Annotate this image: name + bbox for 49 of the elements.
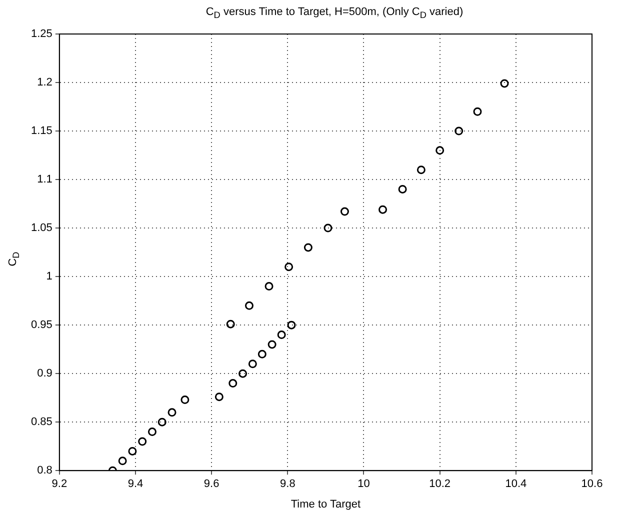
- point: [128, 446, 137, 456]
- x-tick-label: 10: [358, 478, 370, 490]
- point: [500, 79, 509, 88]
- x-tick-label: 9.8: [280, 478, 296, 490]
- point: [228, 379, 238, 388]
- y-tick-label: 0.95: [30, 319, 52, 332]
- y-tick-label: 1: [46, 270, 52, 283]
- y-tick-label: 1.15: [30, 125, 52, 138]
- point: [258, 350, 266, 358]
- y-tick-label: 1.25: [30, 28, 52, 40]
- x-tick-label: 10.2: [429, 478, 451, 490]
- point: [214, 392, 224, 402]
- x-tick-label: 9.4: [128, 478, 144, 490]
- point: [398, 184, 407, 194]
- x-tick-label: 9.6: [204, 478, 220, 490]
- point: [287, 320, 296, 330]
- point: [340, 207, 349, 216]
- point: [416, 166, 426, 174]
- point: [138, 437, 147, 446]
- y-tick-label: 0.8: [37, 464, 52, 477]
- x-axis-title: Time to Target: [290, 498, 361, 510]
- point: [226, 320, 235, 328]
- chart-title: C$_{D}$ versus Time to Target, H=500m, (Only C$_{D}$ varied): [204, 6, 464, 20]
- y-tick-label: 0.9: [37, 368, 52, 380]
- point: [284, 262, 294, 272]
- point: [244, 301, 254, 310]
- point: [277, 330, 286, 340]
- x-tick-label: 9.2: [52, 478, 68, 490]
- y-tick-label: 1.05: [30, 222, 52, 234]
- x-tick-label: 10.6: [581, 478, 603, 490]
- point: [264, 282, 274, 291]
- point: [118, 456, 127, 466]
- point: [454, 126, 464, 136]
- point: [436, 146, 444, 155]
- point: [268, 340, 276, 349]
- point: [238, 369, 248, 378]
- point: [158, 418, 166, 426]
- point: [248, 360, 257, 368]
- point: [324, 224, 332, 232]
- point: [148, 428, 156, 436]
- point: [168, 408, 176, 417]
- y-tick-label: 1.1: [37, 174, 52, 186]
- point: [378, 205, 388, 214]
- y-tick-label: 0.85: [30, 416, 52, 428]
- y-tick-label: 1.2: [37, 76, 52, 89]
- point: [180, 396, 190, 404]
- point: [304, 243, 312, 252]
- x-tick-label: 10.4: [505, 478, 527, 490]
- point: [473, 107, 482, 116]
